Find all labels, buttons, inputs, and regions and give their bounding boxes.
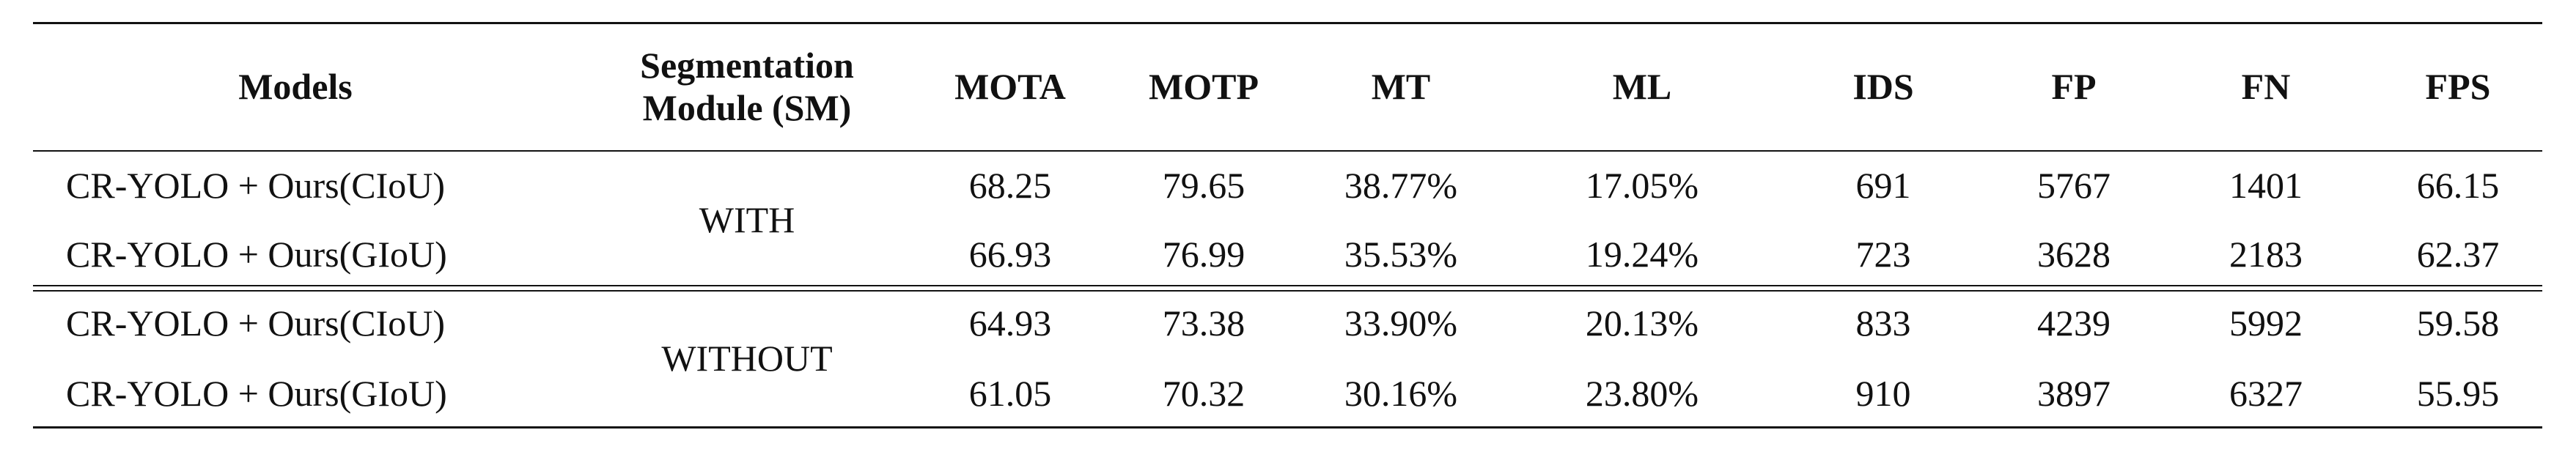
bottom-rule <box>33 426 2542 429</box>
value-cell: 23.80% <box>1585 373 1699 414</box>
value-cell: 5992 <box>2229 303 2303 344</box>
top-rule <box>33 22 2542 24</box>
value-cell: 19.24% <box>1585 234 1699 275</box>
value-cell: 4239 <box>2037 303 2111 344</box>
model-cell: CR-YOLO + Ours(CIoU) <box>66 165 446 206</box>
value-cell: 38.77% <box>1344 165 1458 206</box>
header-rule <box>33 150 2542 152</box>
value-cell: 59.58 <box>2416 303 2500 344</box>
header-cell: FN <box>2241 66 2291 107</box>
group-rule <box>33 285 2542 286</box>
model-cell: CR-YOLO + Ours(CIoU) <box>66 303 446 344</box>
header-cell: Models <box>238 66 353 107</box>
value-cell: 2183 <box>2229 234 2303 275</box>
header-cell: IDS <box>1852 66 1914 107</box>
header-cell: ML <box>1612 66 1672 107</box>
value-cell: 6327 <box>2229 373 2303 414</box>
value-cell: 64.93 <box>968 303 1052 344</box>
value-cell: 20.13% <box>1585 303 1699 344</box>
value-cell: 1401 <box>2229 165 2303 206</box>
value-cell: 33.90% <box>1344 303 1458 344</box>
value-cell: 61.05 <box>968 373 1052 414</box>
header-cell: MOTA <box>954 66 1066 107</box>
value-cell: 68.25 <box>968 165 1052 206</box>
value-cell: 35.53% <box>1344 234 1458 275</box>
header-cell: FP <box>2051 66 2097 107</box>
value-cell: 66.93 <box>968 234 1052 275</box>
value-cell: 62.37 <box>2416 234 2500 275</box>
value-cell: 910 <box>1855 373 1911 414</box>
value-cell: 79.65 <box>1162 165 1245 206</box>
value-cell: 66.15 <box>2416 165 2500 206</box>
value-cell: 3628 <box>2037 234 2111 275</box>
group-rule <box>33 290 2542 292</box>
value-cell: 70.32 <box>1162 373 1245 414</box>
value-cell: 30.16% <box>1344 373 1458 414</box>
header-cell: MT <box>1371 66 1431 107</box>
value-cell: 5767 <box>2037 165 2111 206</box>
value-cell: 691 <box>1855 165 1911 206</box>
model-cell: CR-YOLO + Ours(GIoU) <box>66 373 447 414</box>
value-cell: 17.05% <box>1585 165 1699 206</box>
value-cell: 76.99 <box>1162 234 1245 275</box>
header-cell: Segmentation Module (SM) <box>640 45 854 128</box>
value-cell: 833 <box>1855 303 1911 344</box>
value-cell: 723 <box>1855 234 1911 275</box>
model-cell: CR-YOLO + Ours(GIoU) <box>66 234 447 275</box>
value-cell: 55.95 <box>2416 373 2500 414</box>
value-cell: 73.38 <box>1162 303 1245 344</box>
header-cell: FPS <box>2425 66 2491 107</box>
sm-cell: WITHOUT <box>661 338 833 379</box>
sm-cell: WITH <box>699 199 795 240</box>
header-cell: MOTP <box>1149 66 1259 107</box>
value-cell: 3897 <box>2037 373 2111 414</box>
